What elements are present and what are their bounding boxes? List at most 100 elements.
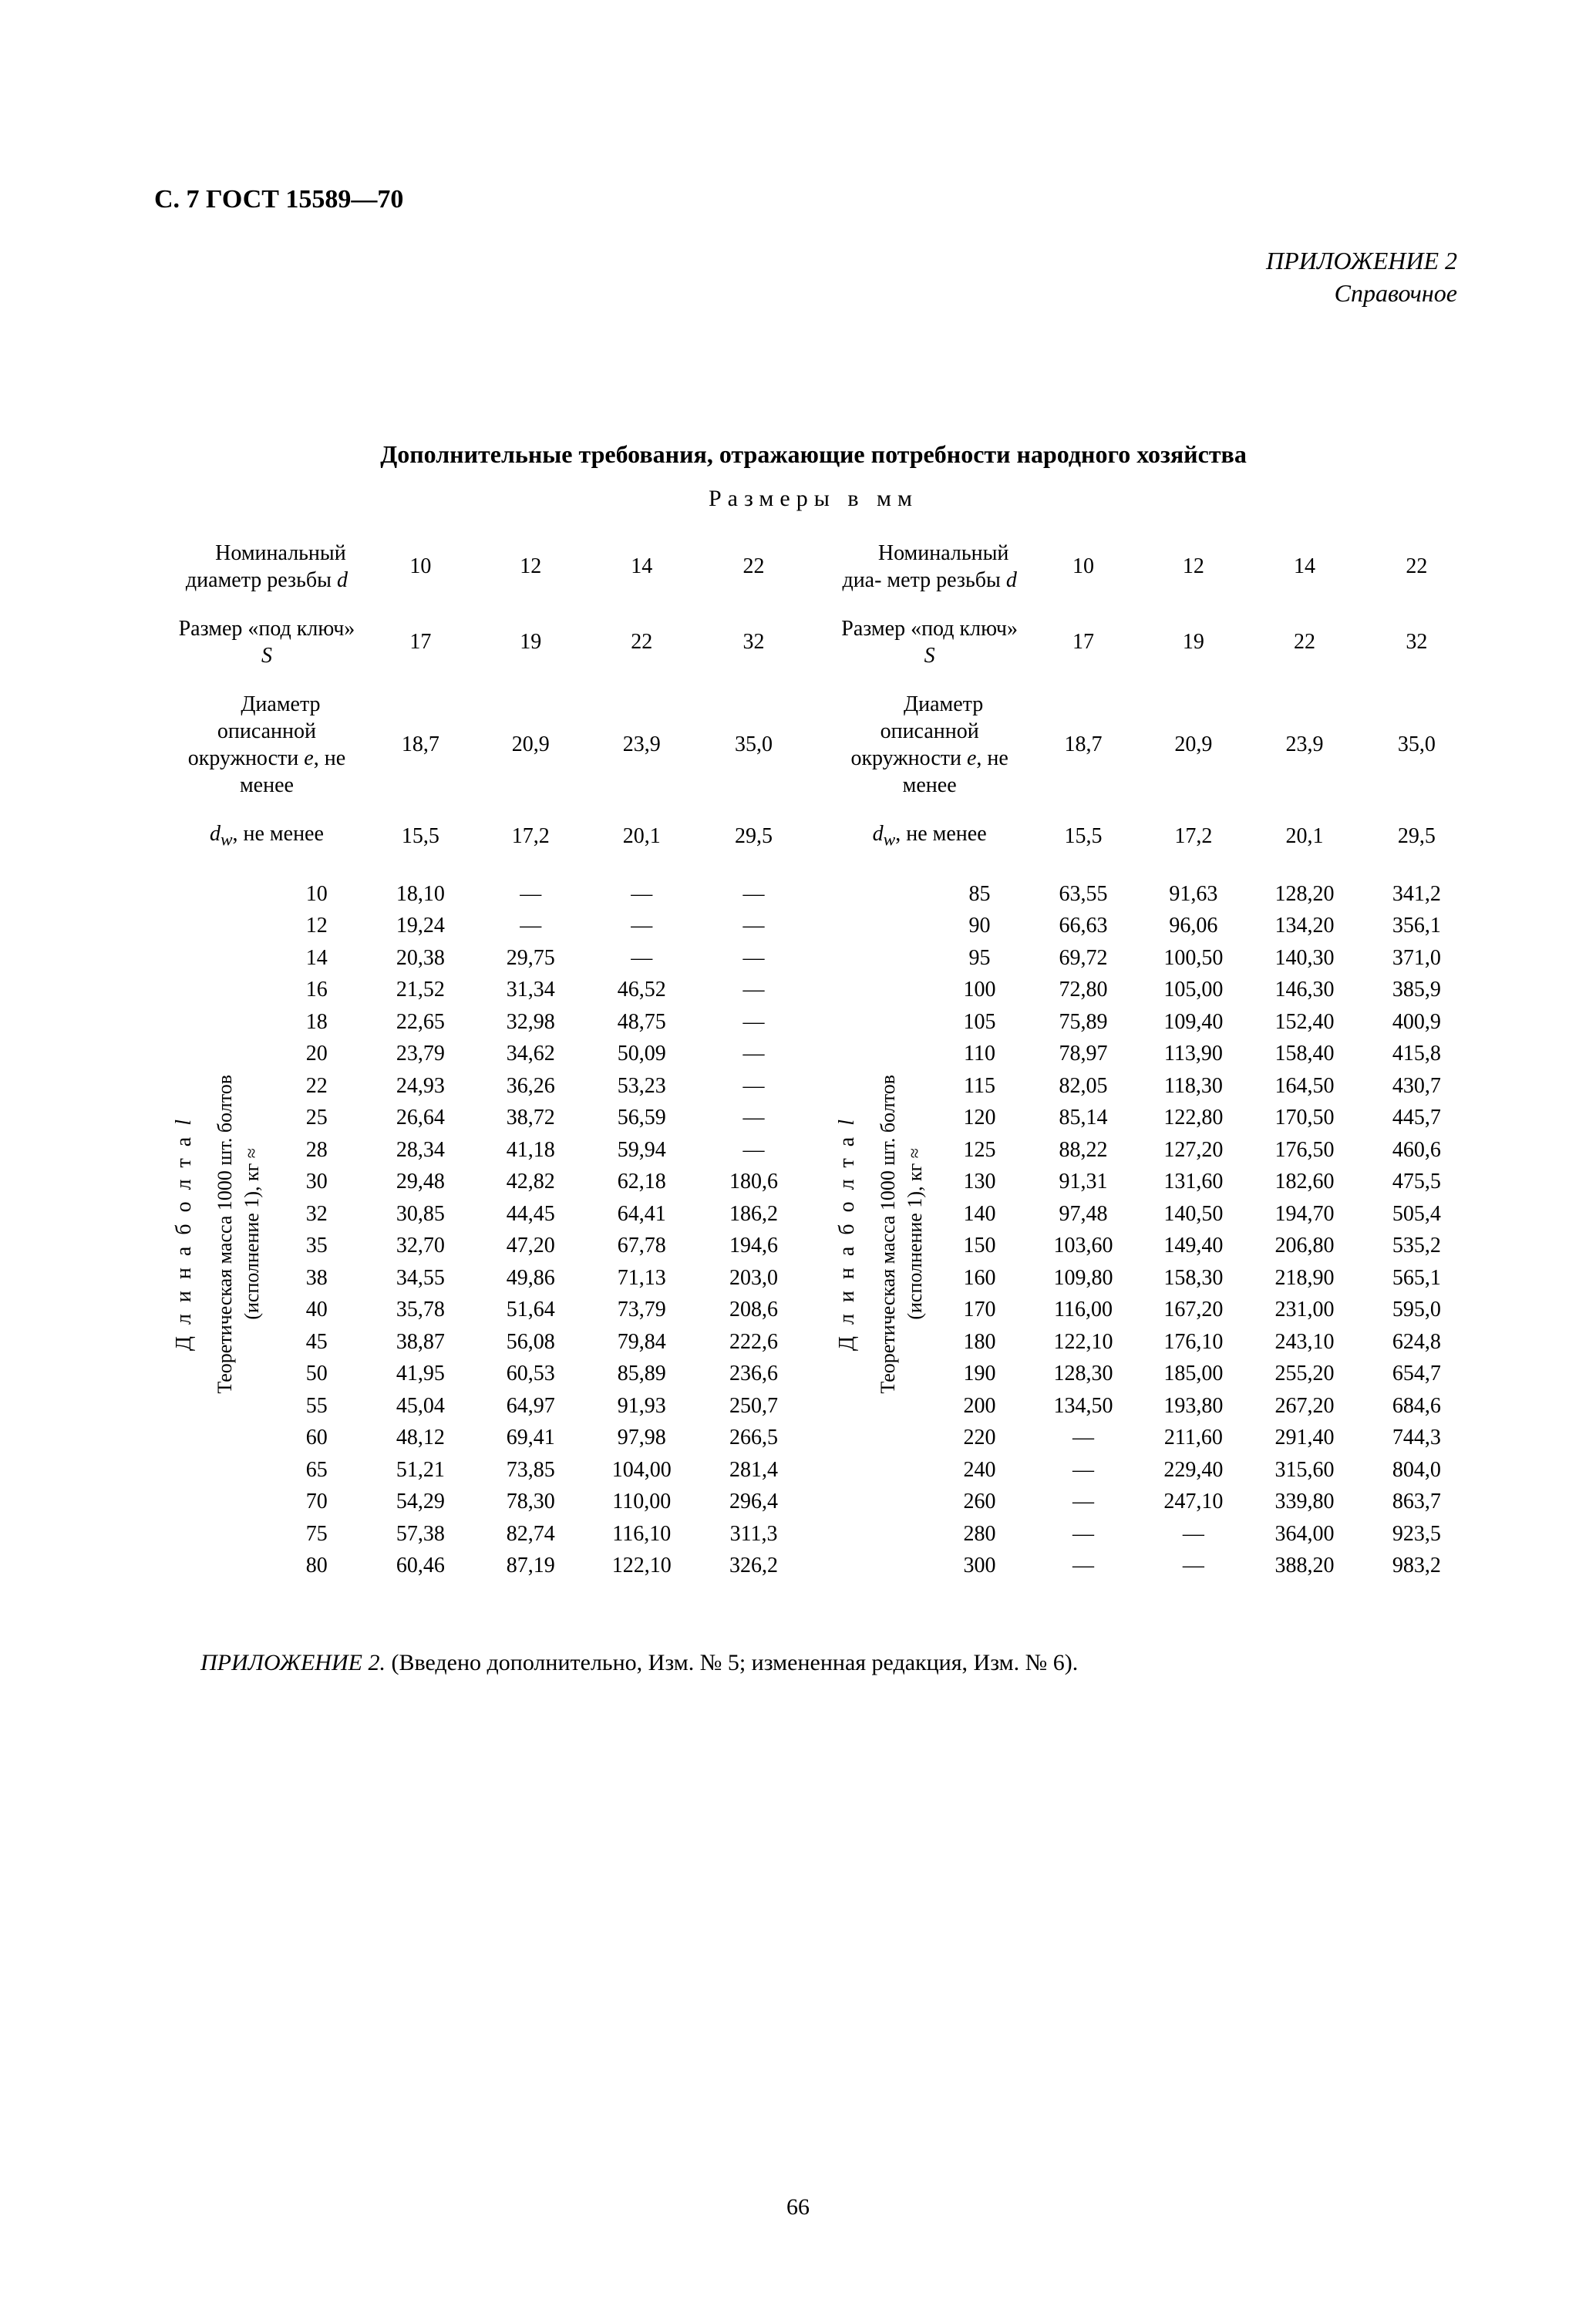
hdr-dw-10r: 15,5	[1029, 810, 1139, 863]
hdr-circ-14: 23,9	[586, 680, 698, 810]
hdr-diam-10: 10	[365, 529, 476, 604]
hdr-key-left: Размер «под ключ» S	[154, 604, 365, 680]
hdr-dw-d-r: d	[873, 822, 884, 846]
hdr-dw-22: 29,5	[698, 810, 810, 863]
hdr-e-italic-r: e	[967, 746, 976, 770]
hdr-dw-10: 15,5	[365, 810, 476, 863]
section-title: Дополнительные требования, отражающие по…	[154, 440, 1473, 469]
hdr-dw-14r: 20,1	[1248, 810, 1360, 863]
hdr-diam-14r: 14	[1248, 529, 1360, 604]
left-c12: ——29,7531,3432,9834,6236,2638,7241,1842,…	[476, 863, 586, 1605]
body-sep	[810, 863, 817, 1605]
hdr-diam-12r: 12	[1138, 529, 1248, 604]
appendix-block: ПРИЛОЖЕНИЕ 2 Справочное	[154, 245, 1457, 309]
hdr-circ-text-r: Диаметр описанной окружности	[850, 692, 983, 770]
right-lengths: 8590951001051101151201251301401501601701…	[931, 863, 1028, 1605]
footnote: ПРИЛОЖЕНИЕ 2. (Введено дополнительно, Из…	[154, 1650, 1473, 1676]
doc-header: С. 7 ГОСТ 15589—70	[154, 185, 1473, 214]
vert-l-italic: l	[172, 1116, 196, 1126]
hdr-d-italic: d	[337, 568, 348, 592]
sizes-label: Размеры в мм	[154, 486, 1473, 512]
appendix-title: ПРИЛОЖЕНИЕ 2	[154, 245, 1457, 278]
right-c10: 63,5566,6369,7272,8075,8978,9782,0585,14…	[1029, 863, 1139, 1605]
hdr-key-10: 17	[365, 604, 476, 680]
left-c14: ———46,5248,7550,0953,2356,5959,9462,1864…	[586, 863, 698, 1605]
hdr-s-italic: S	[261, 644, 272, 668]
vert-l-italic-r: l	[835, 1116, 859, 1126]
vert-mass-right: Теоретическая масса 1000 шт. болтов (исп…	[874, 863, 931, 1605]
hdr-nom-diam2-text: Номинальный диа- метр резьбы	[842, 541, 1008, 592]
hdr-row-circ: Диаметр описанной окружности e, не менее…	[154, 680, 1473, 810]
hdr-key-text-r: Размер «под ключ»	[841, 617, 1018, 641]
hdr-key-12r: 19	[1138, 604, 1248, 680]
body-row: Д л и н а б о л т а l Теоретическая масс…	[154, 863, 1473, 1605]
vert-dlina-left: Д л и н а б о л т а l	[154, 863, 211, 1605]
left-lengths: 1012141618202225283032353840455055606570…	[268, 863, 365, 1605]
hdr-dw-rest: , не менее	[233, 822, 324, 846]
page: С. 7 ГОСТ 15589—70 ПРИЛОЖЕНИЕ 2 Справочн…	[0, 0, 1596, 2313]
hdr-circ-text: Диаметр описанной окружности	[188, 692, 321, 770]
hdr-dw-12: 17,2	[476, 810, 586, 863]
hdr-sep4	[810, 810, 817, 863]
hdr-diam-14: 14	[586, 529, 698, 604]
right-c12: 91,6396,06100,50105,00109,40113,90118,30…	[1138, 863, 1248, 1605]
hdr-s-italic-r: S	[924, 644, 935, 668]
hdr-dw-sub-r: w	[884, 830, 896, 850]
hdr-sep2	[810, 604, 817, 680]
vert-approx: ≈	[242, 1148, 262, 1158]
left-c22: —————————180,6186,2194,6203,0208,6222,62…	[698, 863, 810, 1605]
hdr-circ-12: 20,9	[476, 680, 586, 810]
hdr-key-14r: 22	[1248, 604, 1360, 680]
footnote-prefix: ПРИЛОЖЕНИЕ 2.	[200, 1650, 386, 1675]
hdr-row-dw: dw, не менее 15,5 17,2 20,1 29,5 dw, не …	[154, 810, 1473, 863]
vert-dlina-text-r: Д л и н а б о л т а	[835, 1126, 859, 1351]
hdr-sep3	[810, 680, 817, 810]
hdr-dw-rest-r: , не менее	[895, 822, 986, 846]
right-c22: 341,2356,1371,0385,9400,9415,8430,7445,7…	[1361, 863, 1473, 1605]
footnote-rest: (Введено дополнительно, Изм. № 5; измене…	[386, 1650, 1078, 1675]
vert-mass-line1: Теоретическая масса 1000 шт. болтов	[214, 1075, 236, 1394]
hdr-e-italic: e	[304, 746, 313, 770]
vert-mass-line2-r: (исполнение 1), кг	[904, 1163, 926, 1320]
vert-mass-left: Теоретическая масса 1000 шт. болтов (исп…	[211, 863, 268, 1605]
vert-mass-line2: (исполнение 1), кг	[241, 1163, 263, 1320]
hdr-dw-left: dw, не менее	[154, 810, 365, 863]
hdr-nom-diam-left: Номинальный диаметр резьбы d	[154, 529, 365, 604]
hdr-dw-d: d	[210, 822, 221, 846]
hdr-row-diam: Номинальный диаметр резьбы d 10 12 14 22…	[154, 529, 1473, 604]
vert-dlina-right: Д л и н а б о л т а l	[817, 863, 874, 1605]
hdr-key-22r: 32	[1361, 604, 1473, 680]
hdr-dw-right: dw, не менее	[817, 810, 1029, 863]
vert-dlina-text: Д л и н а б о л т а	[172, 1126, 196, 1351]
hdr-diam-22: 22	[698, 529, 810, 604]
hdr-key-14: 22	[586, 604, 698, 680]
hdr-dw-12r: 17,2	[1138, 810, 1248, 863]
hdr-row-key: Размер «под ключ» S 17 19 22 32 Размер «…	[154, 604, 1473, 680]
hdr-circ-22: 35,0	[698, 680, 810, 810]
hdr-circ-10r: 18,7	[1029, 680, 1139, 810]
hdr-sep	[810, 529, 817, 604]
hdr-key-12: 19	[476, 604, 586, 680]
hdr-dw-sub: w	[221, 830, 233, 850]
left-c10: 18,1019,2420,3821,5222,6523,7924,9326,64…	[365, 863, 476, 1605]
hdr-nom-diam-right: Номинальный диа- метр резьбы d	[817, 529, 1029, 604]
hdr-nom-diam-text: Номинальный диаметр резьбы	[186, 541, 346, 592]
hdr-key-text: Размер «под ключ»	[179, 617, 355, 641]
hdr-d-italic-r: d	[1006, 568, 1017, 592]
hdr-key-10r: 17	[1029, 604, 1139, 680]
page-number: 66	[0, 2194, 1596, 2220]
hdr-dw-14: 20,1	[586, 810, 698, 863]
hdr-circ-right: Диаметр описанной окружности e, не менее	[817, 680, 1029, 810]
main-table: Номинальный диаметр резьбы d 10 12 14 22…	[154, 529, 1473, 1605]
hdr-circ-22r: 35,0	[1361, 680, 1473, 810]
appendix-subtitle: Справочное	[154, 278, 1457, 310]
vert-approx-r: ≈	[905, 1148, 925, 1158]
hdr-diam-22r: 22	[1361, 529, 1473, 604]
hdr-circ-14r: 23,9	[1248, 680, 1360, 810]
right-c14: 128,20134,20140,30146,30152,40158,40164,…	[1248, 863, 1360, 1605]
hdr-key-right: Размер «под ключ» S	[817, 604, 1029, 680]
hdr-key-22: 32	[698, 604, 810, 680]
hdr-diam-10r: 10	[1029, 529, 1139, 604]
hdr-circ-left: Диаметр описанной окружности e, не менее	[154, 680, 365, 810]
hdr-diam-12: 12	[476, 529, 586, 604]
